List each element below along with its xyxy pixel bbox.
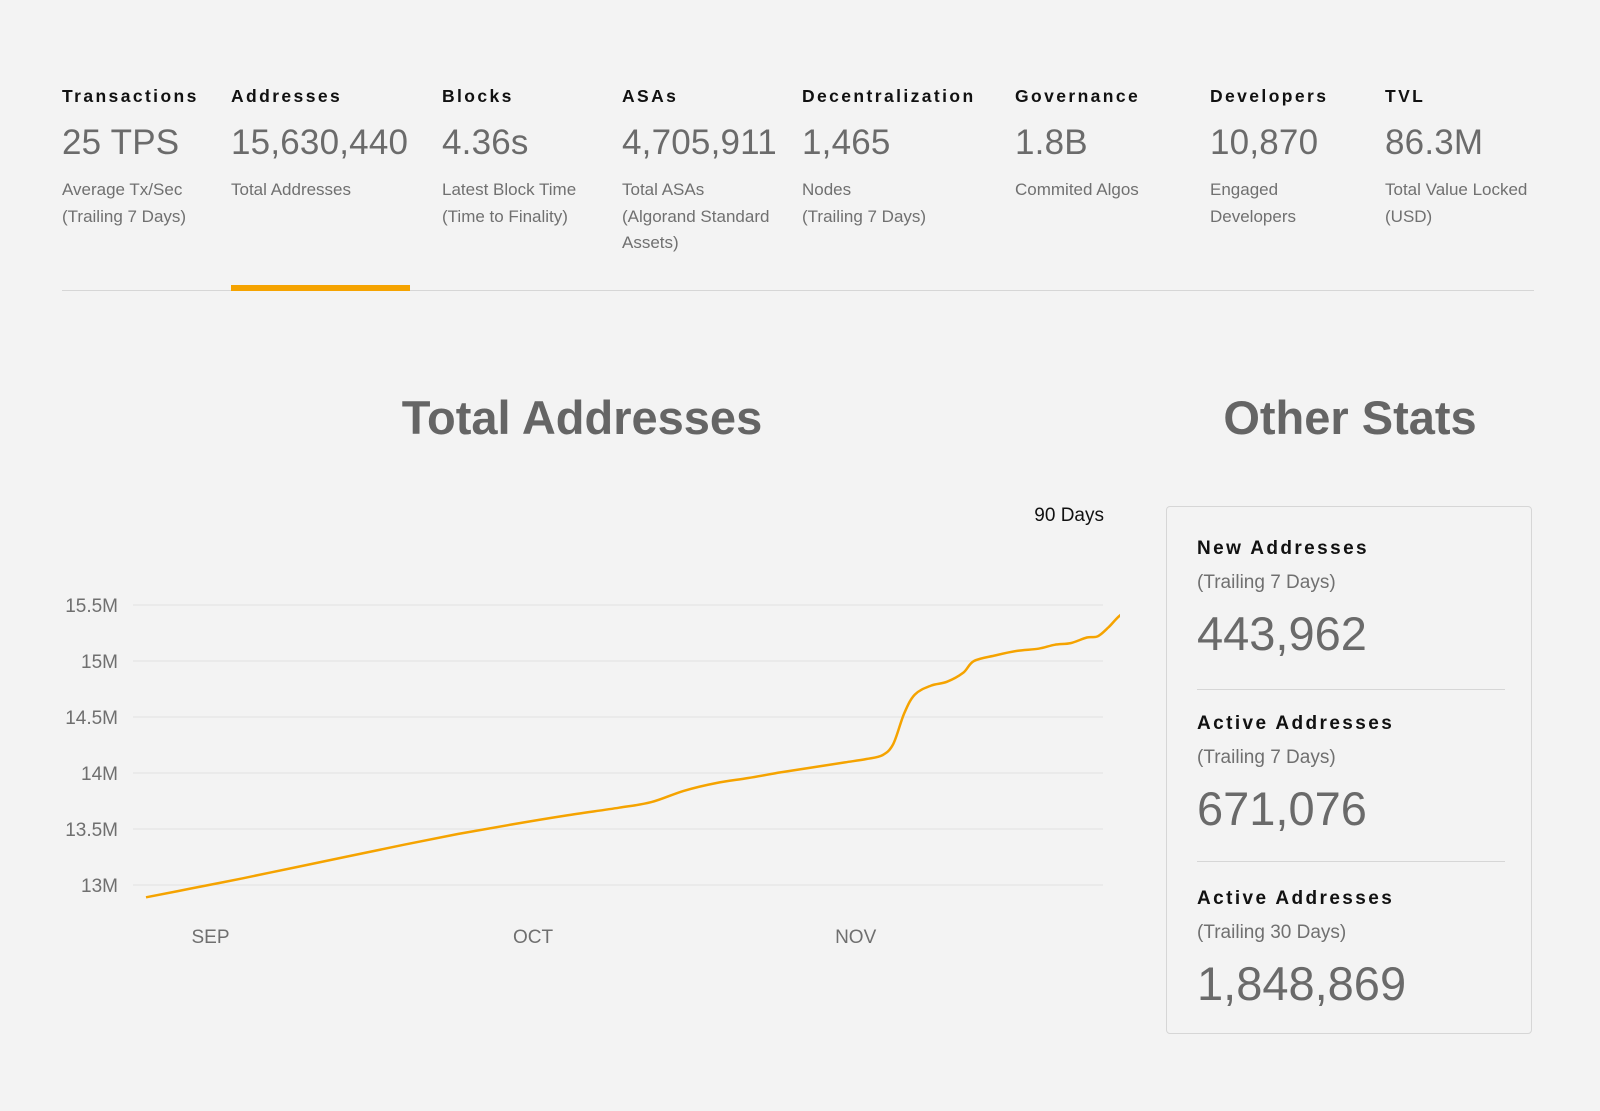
tabs-divider [62,290,1534,291]
tab-value: 4,705,911 [622,123,777,162]
stat-label: New Addresses [1197,538,1370,559]
tab-description: Total ASAs (Algorand Standard Assets) [622,180,770,252]
tab-value: 15,630,440 [231,123,409,162]
tab-description: Total Addresses [231,180,352,199]
y-tick-label: 15.5M [65,596,118,617]
x-tick-label: SEP [192,927,230,948]
stat-divider [1197,689,1505,690]
tab-decentralization[interactable]: Decentralization 1,465 Nodes (Trailing 7… [802,86,976,230]
y-tick-label: 13.5M [65,820,118,841]
range-selector[interactable]: 90 Days [1034,505,1104,526]
tab-value: 4.36s [442,123,529,162]
other-stats-card: New Addresses (Trailing 7 Days) 443,962 … [1166,506,1532,1034]
stat-active-addresses-7d: Active Addresses (Trailing 7 Days) 671,0… [1197,713,1505,836]
tab-label: Decentralization [802,86,976,106]
stat-label: Active Addresses [1197,888,1395,909]
tab-value: 1.8B [1015,123,1088,162]
y-tick-label: 13M [81,876,118,897]
y-tick-label: 14.5M [65,708,118,729]
tab-value: 10,870 [1210,123,1319,162]
tab-tvl[interactable]: TVL 86.3M Total Value Locked (USD) [1385,86,1527,230]
chart-title: Total Addresses [401,391,763,444]
tab-description: Engaged Developers [1210,180,1296,226]
tab-description: Latest Block Time (Time to Finality) [442,180,577,226]
tab-description: Nodes (Trailing 7 Days) [802,180,927,226]
y-tick-label: 15M [81,652,118,673]
tab-developers[interactable]: Developers 10,870 Engaged Developers [1210,86,1328,230]
tab-transactions[interactable]: Transactions 25 TPS Average Tx/Sec (Trai… [62,86,199,230]
tab-label: ASAs [622,86,679,106]
stat-value: 1,848,869 [1197,957,1407,1010]
x-tick-label: OCT [513,927,554,948]
tab-description: Commited Algos [1015,180,1139,199]
stat-period: (Trailing 7 Days) [1197,747,1336,768]
stat-divider [1197,861,1505,862]
active-tab-indicator [231,285,410,291]
tab-addresses[interactable]: Addresses 15,630,440 Total Addresses [231,86,408,204]
tab-governance[interactable]: Governance 1.8B Commited Algos [1015,86,1140,204]
tab-label: TVL [1385,86,1426,106]
stat-new-addresses: New Addresses (Trailing 7 Days) 443,962 [1197,538,1505,661]
stat-period: (Trailing 30 Days) [1197,922,1347,943]
tab-blocks[interactable]: Blocks 4.36s Latest Block Time (Time to … [442,86,576,230]
x-tick-label: NOV [835,927,877,948]
metric-tabs: Transactions 25 TPS Average Tx/Sec (Trai… [62,86,1534,291]
tab-label: Transactions [62,86,199,106]
tab-label: Developers [1210,86,1329,106]
tab-value: 25 TPS [62,123,180,162]
stat-label: Active Addresses [1197,713,1395,734]
stat-value: 443,962 [1197,607,1367,660]
tab-label: Blocks [442,86,514,106]
tab-description: Total Value Locked (USD) [1385,180,1528,226]
other-stats-title: Other Stats [1223,391,1477,444]
y-tick-label: 14M [81,764,118,785]
stat-active-addresses-30d: Active Addresses (Trailing 30 Days) 1,84… [1197,888,1505,1011]
tab-value: 86.3M [1385,123,1484,162]
tab-asas[interactable]: ASAs 4,705,911 Total ASAs (Algorand Stan… [622,86,777,257]
tab-value: 1,465 [802,123,891,162]
series-line-total-addresses [145,613,1120,899]
tab-label: Governance [1015,86,1141,106]
stat-value: 671,076 [1197,782,1367,835]
total-addresses-chart: 13M 13.5M 14M 14.5M 15M 15.5M SEP OCT NOV [65,596,1120,948]
tab-label: Addresses [231,86,343,106]
stat-period: (Trailing 7 Days) [1197,572,1336,593]
tab-description: Average Tx/Sec (Trailing 7 Days) [62,180,187,226]
